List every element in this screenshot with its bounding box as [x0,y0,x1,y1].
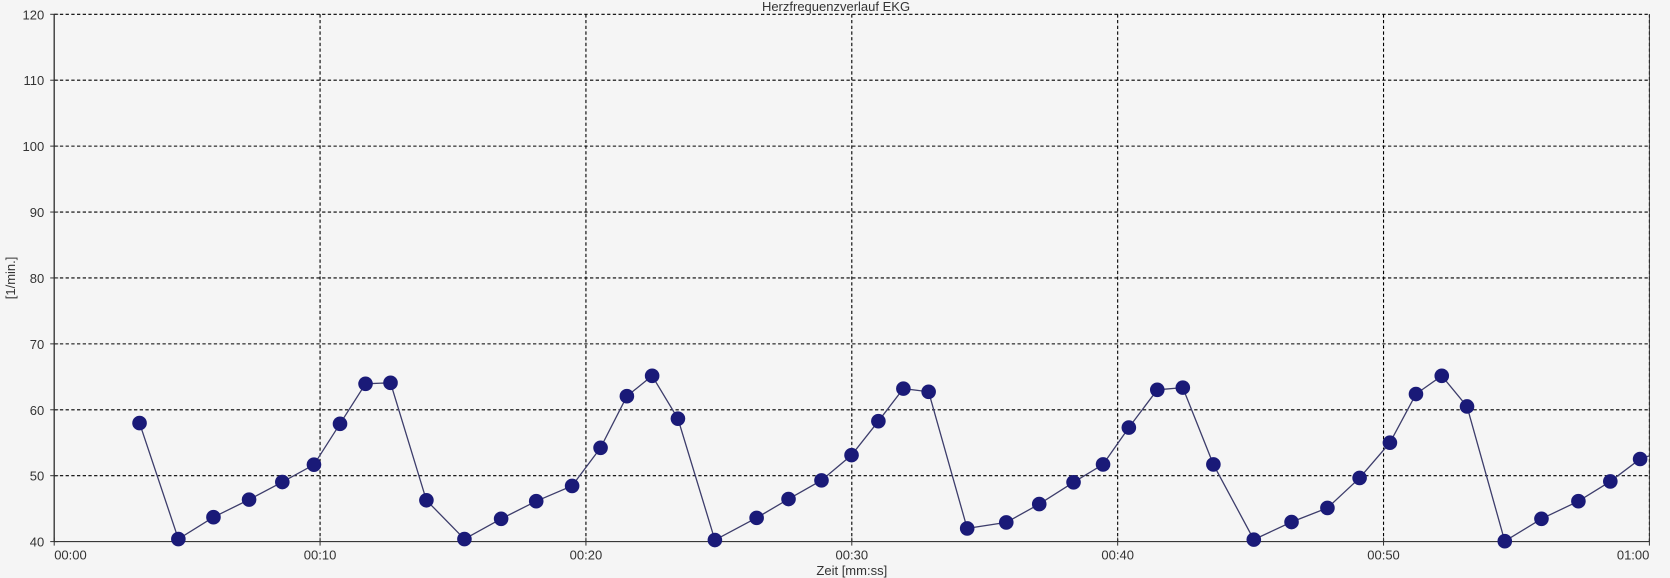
svg-text:50: 50 [30,469,44,484]
svg-text:80: 80 [30,271,44,286]
svg-text:00:50: 00:50 [1367,548,1400,563]
svg-text:120: 120 [22,7,44,22]
svg-text:40: 40 [30,535,44,550]
svg-text:60: 60 [30,403,44,418]
svg-text:100: 100 [22,139,44,154]
svg-text:70: 70 [30,337,44,352]
svg-text:Zeit [mm:ss]: Zeit [mm:ss] [816,563,887,578]
svg-text:01:00: 01:00 [1617,548,1650,563]
svg-text:00:40: 00:40 [1101,548,1134,563]
svg-text:00:20: 00:20 [570,548,603,563]
svg-text:90: 90 [30,205,44,220]
svg-text:00:00: 00:00 [54,548,87,563]
svg-text:00:10: 00:10 [304,548,337,563]
svg-text:[1/min.]: [1/min.] [3,257,18,300]
svg-text:Herzfrequenzverlauf EKG: Herzfrequenzverlauf EKG [762,0,910,14]
svg-text:110: 110 [23,73,44,88]
svg-text:00:30: 00:30 [836,548,869,563]
